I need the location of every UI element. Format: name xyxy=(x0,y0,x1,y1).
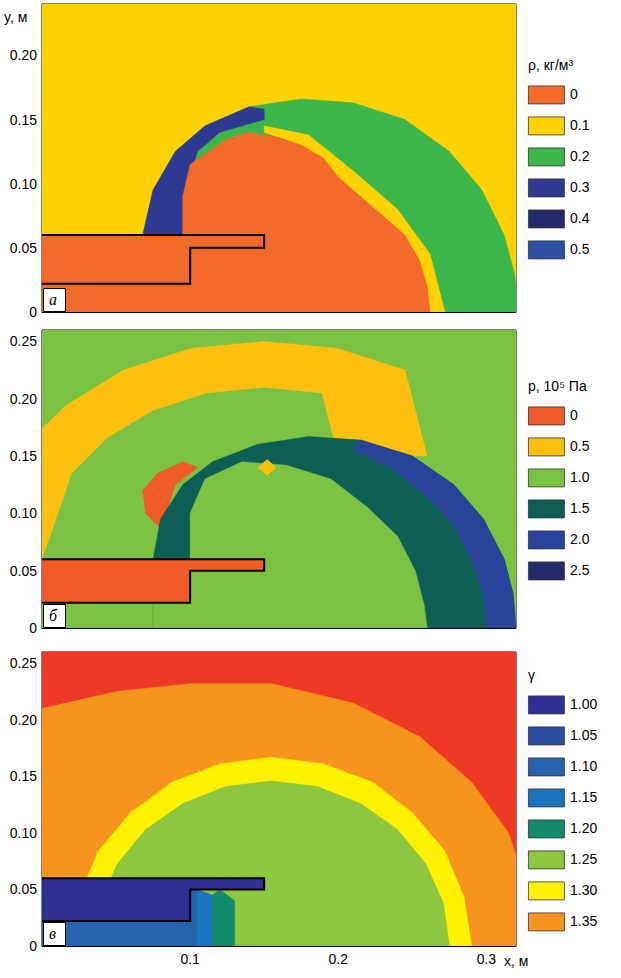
svg-text:ρ, кг/м³: ρ, кг/м³ xyxy=(528,57,573,73)
svg-text:0.15: 0.15 xyxy=(10,448,37,464)
svg-text:2.5: 2.5 xyxy=(570,562,590,578)
svg-text:0.15: 0.15 xyxy=(10,768,37,784)
svg-text:0: 0 xyxy=(570,407,578,423)
svg-text:0: 0 xyxy=(570,86,578,102)
svg-text:0.25: 0.25 xyxy=(10,655,37,671)
svg-text:0.20: 0.20 xyxy=(10,391,37,407)
svg-text:1.05: 1.05 xyxy=(570,727,597,743)
svg-text:y, м: y, м xyxy=(4,9,27,25)
svg-text:0.1: 0.1 xyxy=(180,951,200,967)
svg-text:x, м: x, м xyxy=(504,953,528,969)
svg-text:1.30: 1.30 xyxy=(570,882,597,898)
svg-text:б: б xyxy=(49,607,58,624)
svg-text:0.2: 0.2 xyxy=(570,148,590,164)
svg-text:0.05: 0.05 xyxy=(10,240,37,256)
svg-text:1.5: 1.5 xyxy=(570,500,590,516)
svg-text:0.2: 0.2 xyxy=(329,951,349,967)
svg-text:0: 0 xyxy=(29,620,37,636)
svg-text:0.05: 0.05 xyxy=(10,563,37,579)
svg-text:0.5: 0.5 xyxy=(570,241,590,257)
svg-text:1.0: 1.0 xyxy=(570,469,590,485)
svg-text:0.10: 0.10 xyxy=(10,505,37,521)
svg-text:1.35: 1.35 xyxy=(570,913,597,929)
svg-text:1.15: 1.15 xyxy=(570,789,597,805)
svg-text:0.10: 0.10 xyxy=(10,825,37,841)
svg-text:0.10: 0.10 xyxy=(10,176,37,192)
svg-text:0.25: 0.25 xyxy=(10,333,37,349)
svg-text:0: 0 xyxy=(29,304,37,320)
svg-text:1.20: 1.20 xyxy=(570,820,597,836)
svg-text:0.20: 0.20 xyxy=(10,712,37,728)
svg-text:1.00: 1.00 xyxy=(570,696,597,712)
svg-text:0.15: 0.15 xyxy=(10,112,37,128)
svg-text:1.25: 1.25 xyxy=(570,851,597,867)
svg-text:а: а xyxy=(49,291,57,308)
svg-text:0.1: 0.1 xyxy=(570,117,590,133)
svg-text:p, 10⁵ Па: p, 10⁵ Па xyxy=(528,378,587,394)
svg-text:1.10: 1.10 xyxy=(570,758,597,774)
svg-text:0.3: 0.3 xyxy=(477,951,497,967)
svg-text:0.4: 0.4 xyxy=(570,210,590,226)
svg-text:в: в xyxy=(49,925,56,942)
svg-text:0: 0 xyxy=(29,938,37,954)
svg-text:γ: γ xyxy=(528,667,535,683)
svg-text:0.20: 0.20 xyxy=(10,47,37,63)
svg-text:0.05: 0.05 xyxy=(10,881,37,897)
svg-text:0.5: 0.5 xyxy=(570,438,590,454)
svg-text:0.3: 0.3 xyxy=(570,179,590,195)
svg-text:2.0: 2.0 xyxy=(570,531,590,547)
